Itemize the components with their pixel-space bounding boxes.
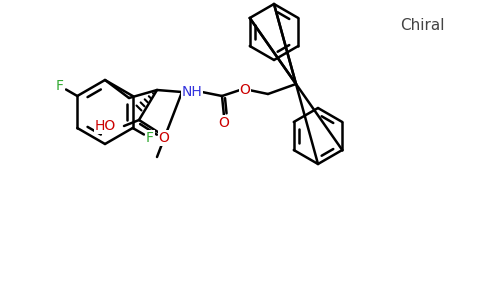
Text: HO: HO (95, 119, 116, 133)
Text: F: F (56, 79, 64, 93)
Text: NH: NH (182, 85, 202, 99)
Text: O: O (219, 116, 229, 130)
Text: O: O (240, 83, 250, 97)
Text: O: O (159, 131, 169, 145)
Text: Chiral: Chiral (400, 18, 444, 33)
Text: F: F (146, 131, 154, 145)
